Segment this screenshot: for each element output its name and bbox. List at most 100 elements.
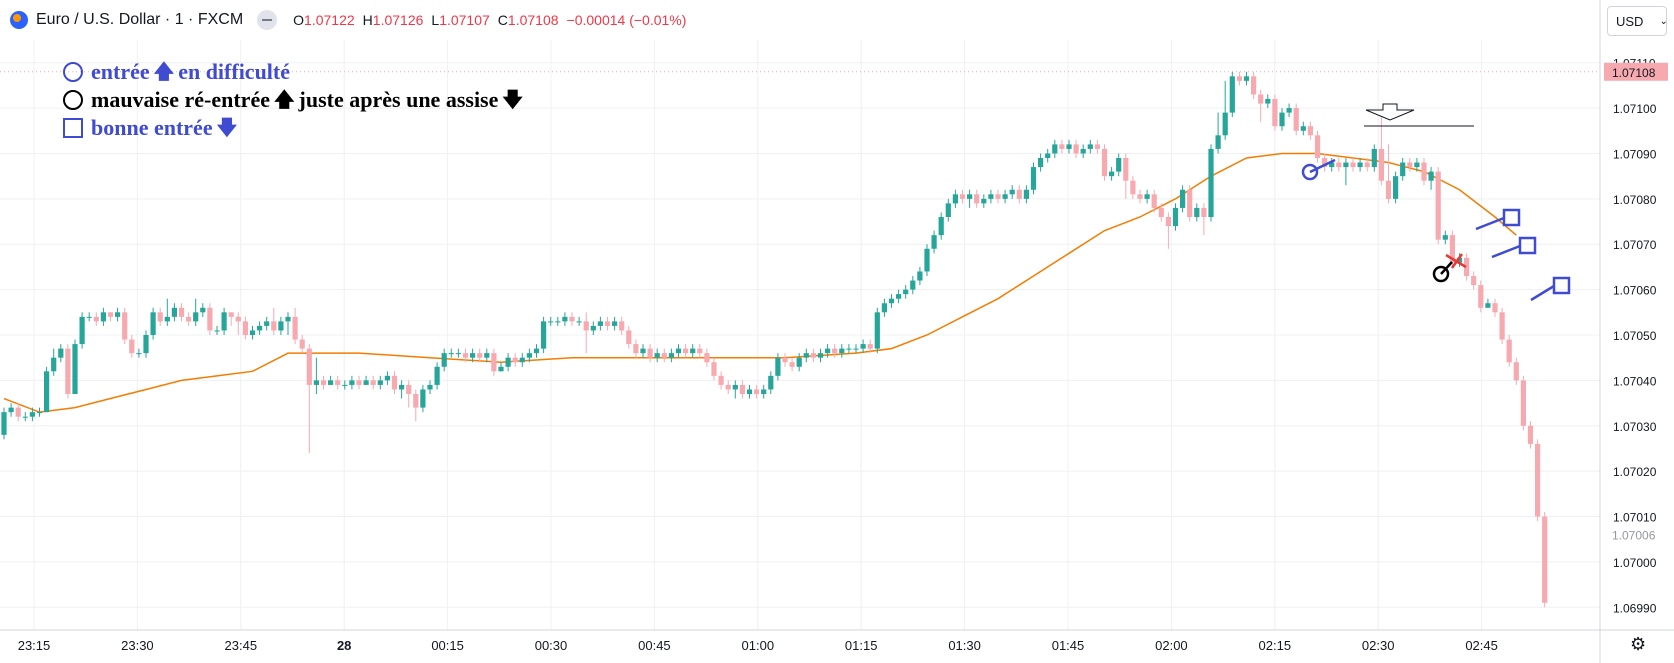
candle-body — [782, 357, 788, 363]
x-tick-label: 01:00 — [742, 638, 775, 653]
hide-toggle-icon[interactable] — [257, 10, 278, 30]
candle-body — [406, 384, 412, 394]
candle-body — [484, 353, 490, 358]
candle-body — [1194, 207, 1200, 217]
candle-body — [1222, 112, 1228, 136]
candle-body — [1407, 162, 1413, 168]
candle-body — [569, 316, 575, 322]
candle-body — [271, 321, 277, 331]
legend-row-2-text-2: juste après une assise — [298, 87, 499, 112]
candle-body — [384, 375, 390, 381]
y-tick-label: 1.07060 — [1613, 284, 1657, 298]
candle-body — [1016, 189, 1022, 199]
candle-body — [647, 348, 653, 358]
settings-gear-icon[interactable]: ⚙ — [1630, 634, 1647, 654]
annotation-legend: entrée 🡅 en difficulté mauvaise ré-entré… — [63, 58, 527, 142]
candle-body — [100, 312, 106, 322]
legend-row-1-text-2: en difficulté — [178, 59, 291, 84]
candle-body — [675, 348, 682, 354]
candle-body — [938, 217, 944, 236]
symbol-title[interactable]: Euro / U.S. Dollar · 1 · FXCM — [36, 11, 244, 28]
candle-body — [1286, 108, 1292, 113]
candle-body — [1023, 189, 1029, 199]
candle-body — [235, 316, 241, 322]
candle-body — [86, 316, 92, 318]
open-key: O — [293, 12, 305, 28]
candle-body — [590, 325, 596, 331]
annotation-blue-square — [1502, 208, 1521, 227]
candle-body — [867, 344, 873, 349]
candle-body — [661, 353, 667, 358]
candle-body — [1137, 194, 1143, 199]
legend-row-2-text-1: mauvaise ré-entrée — [91, 87, 270, 112]
candle-body — [157, 312, 163, 322]
symbol-logo-icon — [10, 11, 28, 29]
open-value: 1.07122 — [304, 12, 355, 28]
candle-body — [299, 339, 305, 349]
candle-body — [44, 371, 50, 413]
candle-body — [171, 307, 177, 317]
candle-body — [1478, 285, 1484, 308]
candle-body — [533, 348, 540, 354]
candle-body — [732, 384, 738, 390]
candle-body — [136, 353, 142, 355]
candle-body — [164, 316, 170, 322]
candle-body — [1357, 162, 1363, 168]
candle-body — [633, 344, 639, 354]
currency-select[interactable]: USD ⌄ — [1607, 6, 1668, 36]
candle-body — [1456, 257, 1463, 263]
change-value: −0.00014 (−0.01%) — [566, 12, 687, 28]
candle-body — [1172, 207, 1179, 227]
candle-body — [1449, 235, 1455, 263]
candle-body — [1144, 194, 1150, 199]
candle-body — [335, 380, 341, 385]
high-key: H — [362, 12, 373, 28]
candle-body — [967, 194, 973, 199]
x-tick-label: 01:15 — [845, 638, 878, 653]
candle-body — [896, 294, 902, 299]
close-value: 1.07108 — [507, 12, 559, 28]
candle-body — [690, 348, 696, 354]
candle-body — [888, 298, 895, 304]
candle-body — [1208, 148, 1214, 217]
y-tick-label: 1.07070 — [1613, 238, 1657, 252]
candle-body — [988, 194, 994, 199]
candle-body — [292, 316, 298, 340]
legend-row-3-text-1: bonne entrée — [91, 115, 213, 140]
candle-body — [377, 380, 383, 385]
annotation-black-stroke — [1440, 261, 1453, 275]
candle-body — [257, 325, 263, 331]
candle-body — [143, 335, 149, 354]
candle-body — [739, 384, 745, 394]
candle-body — [1343, 162, 1349, 168]
candle-body — [1009, 189, 1015, 195]
y-tick-label: 1.07000 — [1613, 556, 1657, 570]
candle-body — [1215, 135, 1221, 149]
candle-body — [93, 316, 99, 322]
annotation-black-circle — [1432, 265, 1450, 283]
candle-body — [1435, 171, 1441, 240]
candle-body — [36, 412, 43, 414]
candle-body — [583, 321, 589, 331]
candle-body — [320, 380, 327, 385]
candle-body — [881, 303, 887, 313]
candle-body — [29, 412, 35, 417]
candle-body — [1400, 162, 1406, 177]
candle-body — [1101, 148, 1108, 177]
candle-body — [1094, 144, 1100, 149]
x-tick-label: 02:45 — [1465, 638, 1498, 653]
candle-body — [1371, 148, 1377, 168]
candle-body — [1300, 126, 1306, 131]
x-tick-label: 00:30 — [535, 638, 568, 653]
currency-label: USD — [1616, 13, 1644, 29]
candle-body — [1187, 189, 1193, 217]
candle-body — [619, 321, 625, 331]
candle-body — [668, 353, 674, 358]
candle-body — [832, 348, 838, 354]
candle-body — [1513, 362, 1519, 381]
candle-body — [1428, 171, 1434, 181]
candle-body — [1236, 76, 1242, 81]
candle-body — [122, 312, 128, 340]
candle-body — [356, 380, 362, 385]
